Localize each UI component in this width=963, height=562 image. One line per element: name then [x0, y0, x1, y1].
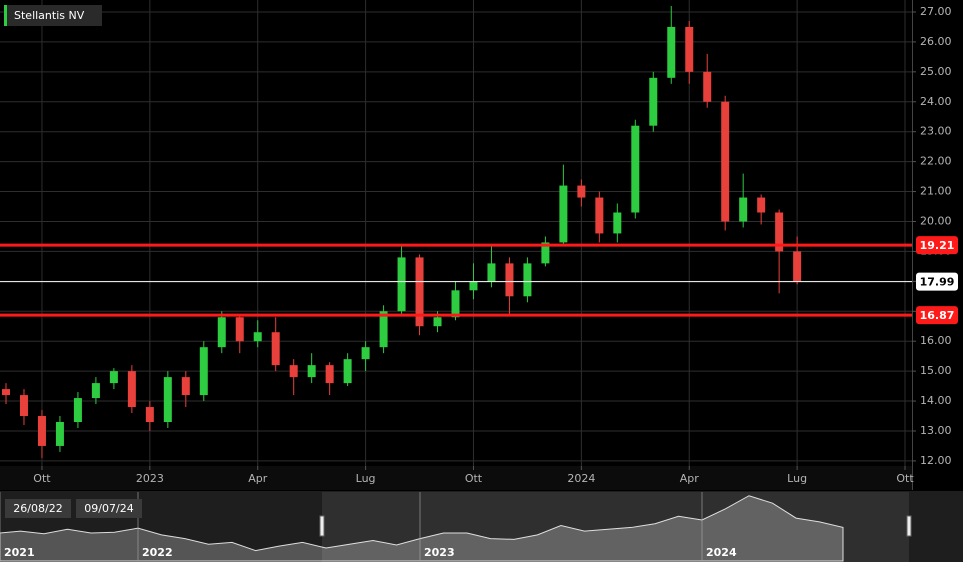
candle-body [127, 371, 136, 408]
level-badge [916, 272, 958, 291]
candle-body [505, 263, 514, 297]
candle-body [487, 263, 496, 282]
date-label: 09/07/24 [84, 502, 133, 515]
candle-body [397, 257, 406, 312]
y-tick-label: 21.00 [920, 185, 952, 198]
candle-body [2, 389, 10, 396]
y-tick-label: 13.00 [920, 424, 952, 437]
y-tick-label: 23.00 [920, 125, 952, 138]
y-tick-label: 20.00 [920, 214, 952, 227]
candle-body [271, 332, 280, 366]
candle-body [613, 212, 622, 234]
candle-body [235, 317, 244, 342]
candle-body [289, 365, 298, 378]
candle-body [667, 26, 676, 78]
candle-body [217, 317, 226, 348]
candle-body [361, 347, 370, 360]
y-tick-label: 22.00 [920, 155, 952, 168]
x-tick-label: Apr [680, 472, 700, 485]
candle-body [433, 317, 442, 327]
level-label: 17.99 [920, 276, 955, 289]
x-tick-label: 2024 [567, 472, 595, 485]
navigator-selection [322, 492, 909, 562]
navigator: 2021 2022 2023 2024 26/08/22 09/07/24 [0, 492, 912, 562]
candle-body [793, 251, 802, 282]
candle-body [685, 26, 694, 72]
candle-body [451, 290, 460, 318]
candle-body [109, 371, 118, 384]
candle-body [739, 197, 748, 222]
navigator-tick-label: 2021 [4, 546, 35, 559]
navigator-handle[interactable] [906, 515, 912, 537]
level-label: 19.21 [920, 239, 955, 252]
x-axis-band [0, 466, 912, 490]
candle-body [91, 383, 100, 399]
level-badge [916, 306, 958, 325]
date-label: 26/08/22 [13, 502, 62, 515]
x-tick-label: Ott [896, 472, 914, 485]
candle-body [181, 377, 190, 396]
y-tick-label: 26.00 [920, 35, 952, 48]
y-tick-label: 16.00 [920, 334, 952, 347]
candle-body [199, 347, 208, 396]
navigator-tick-label: 2024 [706, 546, 737, 559]
y-tick-label: 24.00 [920, 95, 952, 108]
level-badge [916, 236, 958, 255]
navigator-tick-label: 2023 [424, 546, 455, 559]
candle-body [307, 365, 316, 378]
x-tick-label: Apr [248, 472, 268, 485]
candle-body [469, 281, 478, 291]
candle-body [523, 263, 532, 297]
x-tick-label: Lug [787, 472, 807, 485]
candle-body [541, 242, 550, 264]
candle-body [343, 359, 352, 384]
navigator-background [0, 491, 963, 562]
y-tick-label: 15.00 [920, 364, 952, 377]
navigator-handle[interactable] [319, 515, 325, 537]
candle-body [37, 416, 46, 446]
candle-body [757, 197, 766, 213]
candle-body [721, 101, 730, 222]
candle-body [55, 422, 64, 446]
candle-body [379, 311, 388, 348]
candle-body [253, 332, 262, 342]
candle-body [775, 212, 784, 252]
x-tick-label: Ott [33, 472, 51, 485]
candle-body [415, 257, 424, 327]
navigator-area [0, 495, 844, 562]
title-marker [4, 5, 7, 26]
date-box [76, 499, 142, 518]
candle-body [703, 71, 712, 102]
y-tick-label: 14.00 [920, 394, 952, 407]
candle-body [559, 185, 568, 243]
x-tick-label: Lug [356, 472, 376, 485]
y-tick-label: 25.00 [920, 65, 952, 78]
y-tick-label: 12.00 [920, 454, 952, 467]
date-box [5, 499, 71, 518]
candle-body [145, 407, 154, 423]
candle-body [649, 77, 658, 126]
main-plot: 12.0013.0014.0015.0016.0017.0018.0019.00… [0, 0, 958, 485]
candle-body [577, 185, 586, 198]
candle-body [595, 197, 604, 234]
chart-title: Stellantis NV [14, 9, 85, 22]
x-tick-label: 2023 [136, 472, 164, 485]
candle-body [325, 365, 334, 384]
x-tick-label: Ott [465, 472, 483, 485]
y-tick-label: 27.00 [920, 5, 952, 18]
candle-body [19, 395, 28, 417]
level-label: 16.87 [920, 309, 955, 322]
candle-body [631, 125, 640, 213]
candle-body [73, 398, 82, 423]
candle-body [163, 377, 172, 423]
title-badge [4, 5, 102, 26]
navigator-tick-label: 2022 [142, 546, 173, 559]
